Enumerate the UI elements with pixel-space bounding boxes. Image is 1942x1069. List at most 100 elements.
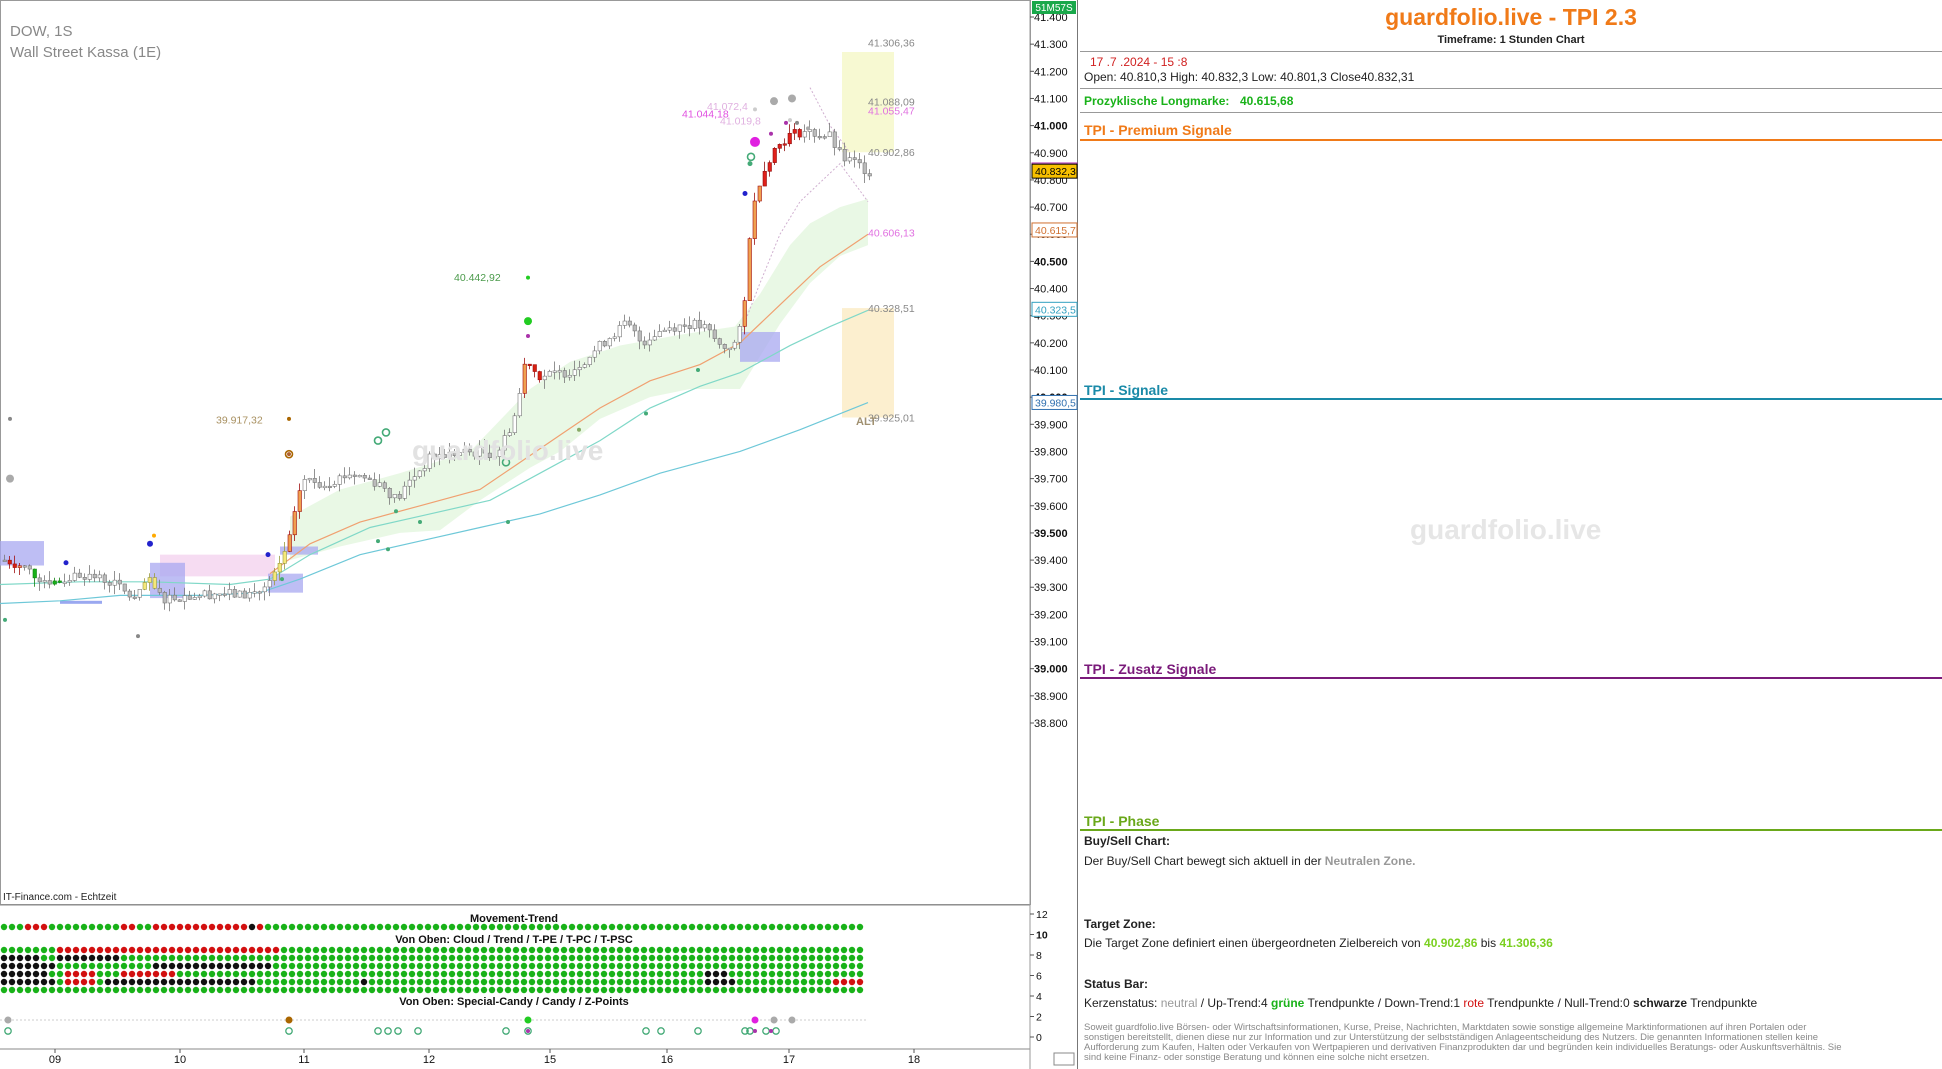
candle-body: [467, 448, 472, 453]
trend-dot: [544, 986, 552, 994]
candle-body: [312, 478, 317, 483]
chart-panel[interactable]: 41.306,36 41.088,09 41.055,47 40.902,86 40.6…: [0, 0, 1078, 1069]
candle-body: [412, 476, 417, 481]
trend-dot: [840, 962, 848, 970]
trend-dot: [376, 978, 384, 986]
candle-body: [52, 580, 57, 585]
trend-dot: [792, 954, 800, 962]
trend-dot: [776, 946, 784, 954]
longmark-label: Prozyklische Longmarke:: [1084, 94, 1230, 108]
trend-dot: [136, 962, 144, 970]
trend-dot: [184, 962, 192, 970]
x-tick-label: 09: [49, 1054, 61, 1066]
trend-dot: [528, 986, 536, 994]
candle-body: [527, 363, 532, 366]
y-tick-label: 39.700: [1034, 474, 1068, 486]
buysell-zone: Neutralen Zone.: [1324, 854, 1416, 868]
trend-dot: [256, 923, 264, 931]
z-point-ring: [762, 1027, 770, 1035]
trend-dot: [576, 986, 584, 994]
trend-dot: [576, 970, 584, 978]
trend-dot: [152, 978, 160, 986]
trend-dot: [672, 986, 680, 994]
candle-body: [212, 593, 217, 600]
trend-dot: [240, 970, 248, 978]
trend-dot: [496, 962, 504, 970]
trend-dot: [800, 970, 808, 978]
trend-dot: [840, 986, 848, 994]
candle-body: [442, 454, 447, 458]
candle-body: [572, 369, 577, 376]
trend-dot: [696, 962, 704, 970]
trend-dot: [720, 986, 728, 994]
candle-body: [127, 590, 132, 598]
trend-dot: [536, 986, 544, 994]
trend-dot: [320, 970, 328, 978]
trend-dot: [752, 970, 760, 978]
trend-dot: [544, 978, 552, 986]
trend-dot: [168, 978, 176, 986]
status-label: Kerzenstatus:: [1084, 996, 1158, 1010]
trend-dot: [840, 923, 848, 931]
axis-price-marker-label: 40.832,3: [1035, 166, 1076, 178]
trend-dot: [752, 962, 760, 970]
trend-dot: [112, 978, 120, 986]
signal-dot: [524, 317, 532, 326]
signale-heading: TPI - Signale: [1084, 382, 1169, 398]
candle-body: [102, 574, 107, 583]
trend-dot: [368, 946, 376, 954]
trend-dot: [840, 970, 848, 978]
trend-dot: [608, 962, 616, 970]
blue-box: [0, 541, 44, 566]
trend-dot: [224, 923, 232, 931]
trend-dot: [472, 970, 480, 978]
trend-dot: [216, 970, 224, 978]
trend-dot: [648, 946, 656, 954]
trend-dot: [256, 978, 264, 986]
target-desc: Die Target Zone definiert einen übergeor…: [1084, 936, 1421, 950]
candle-body: [447, 451, 452, 458]
trend-dot: [568, 954, 576, 962]
candle-body: [17, 565, 22, 568]
trend-dot: [256, 946, 264, 954]
trend-dot: [432, 970, 440, 978]
candle-body: [272, 571, 277, 581]
trend-dot: [488, 978, 496, 986]
z-point-ring: [694, 1027, 702, 1035]
trend-dot: [792, 946, 800, 954]
trend-dot: [216, 986, 224, 994]
trend-dot: [336, 970, 344, 978]
trend-dot: [576, 962, 584, 970]
trend-dot: [768, 978, 776, 986]
trend-dot: [96, 986, 104, 994]
y-tick-label: 39.300: [1034, 582, 1068, 594]
trend-dot: [120, 954, 128, 962]
trend-dot: [424, 986, 432, 994]
trend-dot: [80, 962, 88, 970]
countdown-text: 51M57S: [1035, 3, 1073, 14]
trend-dot: [688, 962, 696, 970]
trend-dot: [208, 946, 216, 954]
trend-dot: [360, 978, 368, 986]
trend-dot: [488, 923, 496, 931]
candle-body: [522, 363, 527, 394]
trend-dot: [728, 970, 736, 978]
trend-dot: [632, 970, 640, 978]
axis-price-marker-label: 39.980,5: [1035, 397, 1076, 409]
signal-ring: [284, 449, 294, 459]
trend-dot: [408, 946, 416, 954]
trend-dot: [808, 970, 816, 978]
trend-dot: [552, 946, 560, 954]
axis-price-marker-label: 40.615,7: [1035, 225, 1076, 237]
trend-dot: [856, 970, 864, 978]
trend-dot: [264, 962, 272, 970]
trend-dot: [448, 986, 456, 994]
x-tick-label: 16: [661, 1054, 673, 1066]
trend-dot: [56, 978, 64, 986]
trend-dot: [728, 986, 736, 994]
trend-dot: [128, 970, 136, 978]
trend-dot: [280, 970, 288, 978]
trend-dot: [480, 986, 488, 994]
trend-dot: [832, 923, 840, 931]
